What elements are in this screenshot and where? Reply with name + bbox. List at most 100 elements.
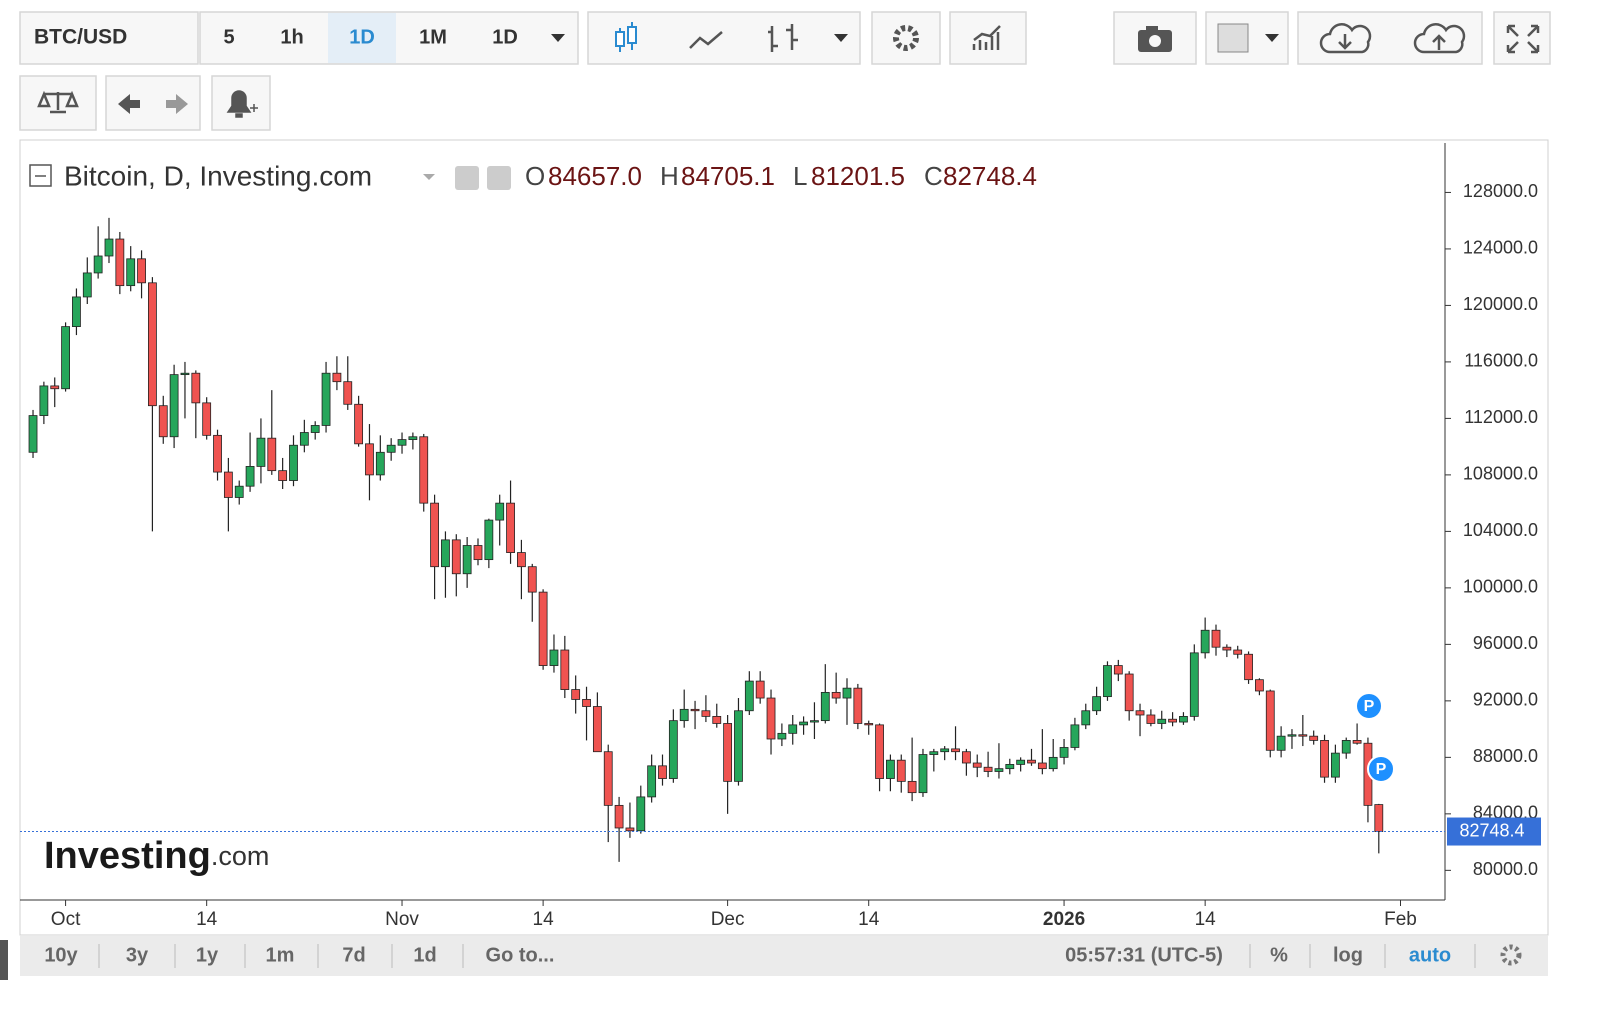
x-tick-label: Nov [385,909,419,930]
candle-body [1341,740,1351,754]
gear-icon [893,25,919,51]
x-tick-label: Feb [1384,909,1417,930]
candle-body [896,759,906,782]
candle-body [592,706,602,753]
symbol: BTC/USD [34,26,127,49]
x-tick-label: 14 [858,909,880,930]
indicators-button[interactable] [949,11,1027,65]
cloud-download[interactable] [1319,23,1372,54]
ohlc-header: O 84657.0 H 84705.1 L 81201.5 C 82748.4 [525,161,1037,191]
interval[interactable]: 1h [280,26,303,48]
cloud-upload[interactable] [1413,23,1466,54]
plot: 80000.084000.088000.092000.096000.010000… [20,181,1541,930]
candle-body [484,519,494,561]
candle-body [788,724,798,734]
candle-body [61,326,70,390]
y-tick-label: 116000.0 [1464,351,1538,371]
x-tick-label: 2026 [1043,909,1085,930]
range-button[interactable]: 1d [413,944,436,966]
candle-body [93,255,103,274]
candle-body [799,721,808,726]
candle-body [668,720,678,779]
candle-body [1244,653,1253,681]
range-button[interactable]: 3y [126,944,149,966]
candle-body [1287,734,1297,737]
candle-body [1255,679,1264,692]
candle-body [506,502,515,553]
event-marker[interactable] [1355,692,1383,720]
clock: 05:57:31 (UTC-5) [1065,944,1223,966]
candle-body [625,827,635,832]
dropdown[interactable] [834,34,848,42]
candle-body [636,796,646,832]
color-swatch [1217,23,1249,53]
toolbar-secondary [19,75,271,131]
goto[interactable]: Go to... [486,944,555,966]
candle-body [256,437,266,467]
event-marker-label: P [1364,698,1375,715]
candle-body [1081,710,1091,726]
log-toggle[interactable]: log [1333,944,1363,966]
undo-icon[interactable] [118,94,140,114]
candle-body [430,502,439,568]
candle-body [137,258,146,284]
candle-body [571,689,581,700]
settings-button[interactable] [871,11,941,65]
dropdown[interactable] [1265,34,1279,42]
visibility-icon[interactable] [455,166,479,190]
interval[interactable]: 5 [223,26,234,48]
bottom-settings[interactable] [1500,944,1522,966]
dropdown[interactable] [551,34,565,42]
range-button[interactable]: 1y [196,944,219,966]
event-marker[interactable] [1367,755,1395,783]
candle-body [115,238,125,287]
candle-body [1103,665,1112,698]
line-icon[interactable] [689,31,723,49]
candle-body [1168,718,1177,723]
interval[interactable]: 1M [419,26,447,48]
candle-body [451,539,461,575]
range-button[interactable]: 10y [44,944,78,966]
candle-body [408,436,418,440]
fullscreen-button[interactable] [1493,11,1551,65]
interval[interactable]: 1D [349,26,375,48]
y-tick-label: 104000.0 [1463,520,1538,540]
x-tick-label: Oct [51,909,81,930]
candle-body [1189,652,1199,717]
range-button[interactable]: 1m [266,944,295,966]
candle-body [234,485,244,498]
ohlc-key: O [525,161,545,191]
candle-body [744,680,754,712]
alert-icon [226,90,258,118]
bar-icon[interactable] [768,24,798,52]
candle-body [1179,715,1188,723]
range-button[interactable]: 7d [342,944,365,966]
candle-body [332,372,342,383]
candle-body [202,402,212,436]
candle-body [972,762,982,768]
candle-body [1113,665,1123,675]
percent-toggle[interactable]: % [1270,944,1288,966]
auto-toggle[interactable]: auto [1409,944,1451,966]
candle-body [582,699,591,707]
candle-body [1222,646,1232,651]
x-tick-label: Dec [711,909,745,930]
candle-body [994,768,1004,772]
settings-icon[interactable] [487,166,511,190]
y-tick-label: 124000.0 [1463,238,1538,258]
candle-body [321,372,331,426]
candle-icon[interactable] [615,22,637,52]
ohlc-key: L [793,161,807,191]
candle-body [72,296,81,328]
redo-icon[interactable] [166,94,188,114]
candle-body [810,720,819,723]
candle-body [1027,759,1036,764]
symbol-box[interactable] [19,11,199,65]
last-price-tag [1447,817,1541,846]
cloud-group [1297,11,1483,65]
interval[interactable]: 1D [492,26,518,48]
candle-body [983,766,993,772]
title-dropdown[interactable] [423,174,435,180]
candle-body [191,372,201,404]
